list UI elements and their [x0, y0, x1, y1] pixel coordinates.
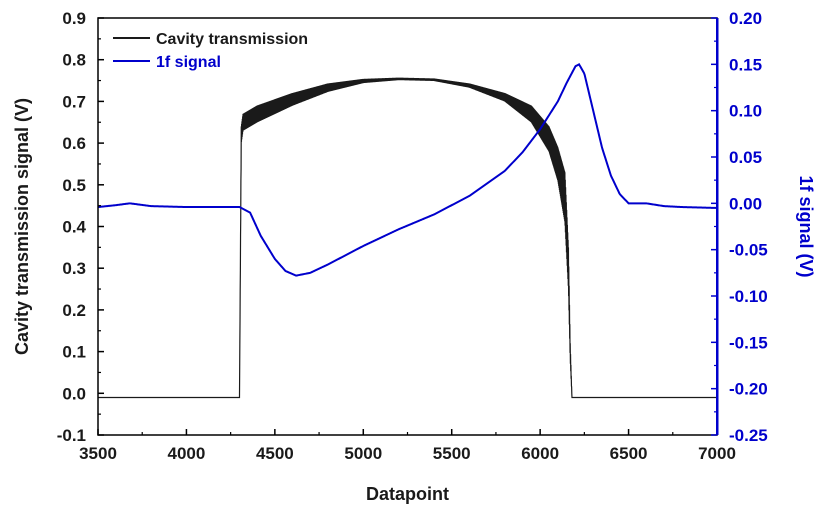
left-y-tick-label: 0.2	[62, 301, 86, 320]
right-y-tick-label: 0.15	[729, 55, 762, 74]
left-y-tick-label: 0.1	[62, 343, 86, 362]
series-cavity-transmission-line	[98, 77, 717, 399]
right-y-tick-label: 0.05	[729, 148, 762, 167]
right-y-axis: -0.25 -0.20 -0.15 -0.10 -0.05 0.00 0.05 0.10 0.1…	[711, 9, 768, 445]
x-tick-label: 4000	[168, 444, 206, 463]
legend-label-1f-signal: 1f signal	[156, 54, 221, 71]
x-tick-label: 6000	[521, 444, 559, 463]
right-y-tick-label: 0.20	[729, 9, 762, 28]
left-y-axis-title: Cavity transmission signal (V)	[12, 98, 32, 355]
x-axis-title: Datapoint	[366, 484, 449, 504]
right-y-tick-label: -0.10	[729, 287, 768, 306]
x-tick-label: 7000	[698, 444, 736, 463]
left-y-tick-label: 0.7	[62, 92, 86, 111]
series-1f-signal-line	[97, 62, 718, 277]
x-tick-label: 5500	[433, 444, 471, 463]
right-y-tick-label: -0.15	[729, 333, 768, 352]
left-y-tick-label: 0.4	[62, 218, 86, 237]
right-axis-line	[716, 18, 719, 435]
left-y-axis: -0.1 0.0 0.1 0.2 0.3 0.4 0.5 0.6 0.7 0.8 0.9	[57, 9, 104, 445]
left-y-tick-label: 0.9	[62, 9, 86, 28]
left-y-tick-label: -0.1	[57, 426, 86, 445]
left-y-tick-label: 0.3	[62, 259, 86, 278]
x-tick-label: 3500	[79, 444, 117, 463]
left-y-tick-label: 0.8	[62, 51, 86, 70]
right-y-tick-label: 0.00	[729, 194, 762, 213]
right-y-tick-label: -0.25	[729, 426, 768, 445]
right-y-tick-label: 0.10	[729, 102, 762, 121]
left-y-tick-label: 0.0	[62, 384, 86, 403]
x-tick-label: 4500	[256, 444, 294, 463]
right-y-axis-title: 1f signal (V)	[796, 175, 814, 277]
left-y-tick-label: 0.6	[62, 134, 86, 153]
right-y-tick-label: -0.05	[729, 241, 768, 260]
legend-label-cavity-transmission: Cavity transmission	[156, 31, 308, 48]
right-y-tick-label: -0.20	[729, 380, 768, 399]
x-tick-label: 6500	[610, 444, 648, 463]
left-y-tick-label: 0.5	[62, 176, 86, 195]
legend: Cavity transmission 1f signal	[113, 31, 308, 71]
x-axis: 3500 4000 4500 5000 5500 6000 6500 7000	[79, 429, 736, 463]
x-tick-label: 5000	[344, 444, 382, 463]
series-layer	[97, 62, 718, 399]
